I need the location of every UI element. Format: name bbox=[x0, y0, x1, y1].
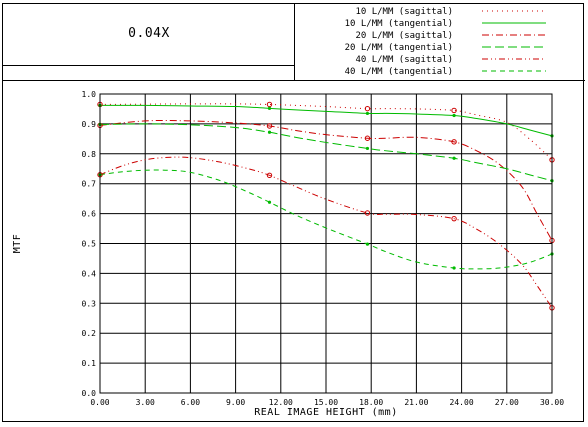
x-tick-label: 27.00 bbox=[495, 398, 519, 407]
x-tick-label: 0.00 bbox=[90, 398, 109, 407]
plot-area bbox=[99, 93, 553, 394]
series-marker bbox=[267, 106, 272, 110]
series-marker bbox=[266, 101, 273, 108]
series-marker bbox=[267, 200, 272, 204]
series-marker bbox=[451, 215, 457, 222]
y-tick-label: 0.8 bbox=[82, 150, 97, 159]
header-divider bbox=[3, 80, 585, 81]
legend-label: 10 L/MM (tangential) bbox=[345, 19, 453, 29]
legend-label: 20 L/MM (tangential) bbox=[345, 43, 453, 53]
x-tick-label: 3.00 bbox=[136, 398, 155, 407]
y-tick-label: 0.6 bbox=[82, 210, 97, 219]
y-tick-label: 0.1 bbox=[82, 359, 97, 368]
series-marker bbox=[365, 146, 370, 151]
series-marker bbox=[364, 210, 371, 216]
x-axis-label: REAL IMAGE HEIGHT (mm) bbox=[254, 407, 397, 418]
series-marker bbox=[266, 172, 273, 179]
x-tick-label: 15.00 bbox=[314, 398, 338, 407]
legend-label: 40 L/MM (tangential) bbox=[345, 67, 453, 77]
series-marker bbox=[364, 105, 371, 112]
y-tick-label: 0.2 bbox=[82, 329, 97, 338]
title-box-divider bbox=[3, 65, 295, 66]
series-marker bbox=[452, 113, 456, 118]
x-tick-label: 24.00 bbox=[450, 398, 474, 407]
grid bbox=[99, 93, 553, 394]
series-marker bbox=[452, 156, 456, 160]
y-tick-label: 0.9 bbox=[82, 120, 97, 129]
y-tick-label: 1.0 bbox=[82, 90, 97, 99]
y-tick-label: 0.0 bbox=[82, 389, 97, 398]
series-marker bbox=[365, 111, 370, 116]
x-tick-label: 18.00 bbox=[359, 398, 383, 407]
x-tick-label: 21.00 bbox=[404, 398, 428, 407]
series-marker bbox=[266, 123, 273, 129]
x-tick-label: 12.00 bbox=[269, 398, 293, 407]
series-marker bbox=[452, 266, 456, 270]
series-marker bbox=[267, 130, 272, 134]
series-marker bbox=[451, 107, 457, 114]
x-tick-labels: 0.00 3.00 6.00 9.00 12.00 15.00 18.00 21.00 24.0… bbox=[90, 398, 564, 407]
series-marker bbox=[451, 139, 457, 145]
y-tick-label: 0.4 bbox=[82, 269, 97, 278]
y-axis-label: MTF bbox=[12, 234, 23, 254]
x-tick-label: 6.00 bbox=[181, 398, 200, 407]
series-line-3 bbox=[99, 119, 553, 241]
series-line-6 bbox=[99, 169, 553, 270]
y-tick-label: 0.7 bbox=[82, 180, 97, 189]
chart-title: 0.04X bbox=[128, 26, 170, 41]
title-box: 0.04X bbox=[3, 4, 295, 80]
legend: 10 L/MM (sagittal) 10 L/MM (tangential) 20… bbox=[345, 7, 546, 77]
series-marker bbox=[365, 242, 370, 246]
series-line-4 bbox=[99, 123, 553, 182]
legend-label: 10 L/MM (sagittal) bbox=[355, 7, 453, 17]
x-tick-label: 9.00 bbox=[226, 398, 245, 407]
series-line-5 bbox=[99, 156, 553, 309]
legend-label: 20 L/MM (sagittal) bbox=[355, 31, 453, 41]
y-tick-labels: 0.0 0.1 0.2 0.3 0.4 0.5 0.6 0.7 0.8 0.9 1.0 bbox=[82, 90, 97, 398]
chart-frame: 0.04X bbox=[2, 3, 585, 422]
y-tick-label: 0.3 bbox=[82, 299, 97, 308]
legend-label: 40 L/MM (sagittal) bbox=[355, 55, 453, 65]
series-marker bbox=[364, 135, 371, 141]
y-tick-label: 0.5 bbox=[82, 240, 97, 249]
x-tick-label: 30.00 bbox=[540, 398, 564, 407]
